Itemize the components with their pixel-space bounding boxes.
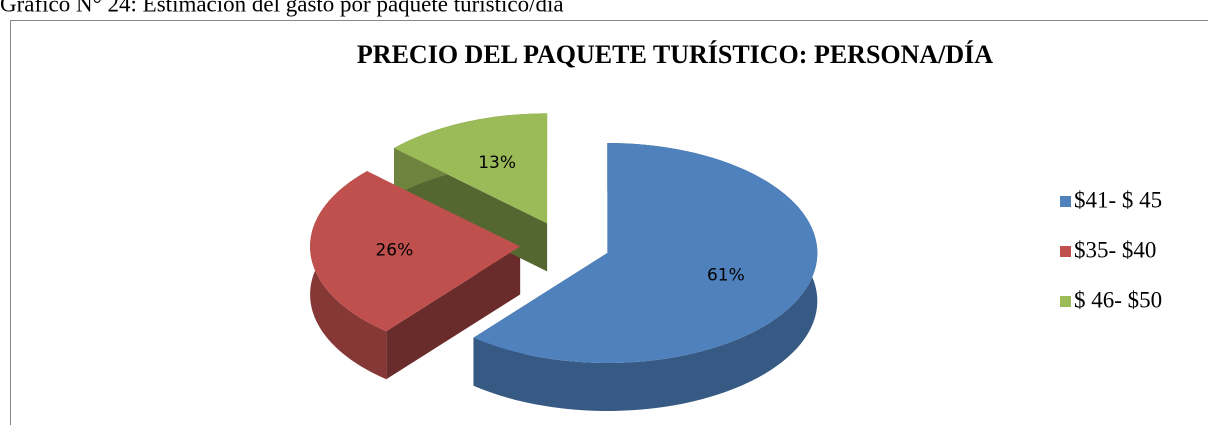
legend-swatch [1060,196,1071,207]
legend-swatch [1060,246,1071,257]
legend-label: $35- $40 [1074,237,1156,262]
caption: Gráfico N° 24: Estimación del gasto por … [0,0,564,16]
legend-swatch [1060,296,1071,307]
legend-label: $ 46- $50 [1074,287,1162,312]
slice [310,171,521,332]
data-label: 26% [375,241,413,261]
slice-tops: 61% 26% 13% [310,113,818,363]
slice [394,113,548,224]
data-label: 13% [478,153,516,173]
slice [473,142,818,363]
legend: $41- $ 45 $35- $40 $ 46- $50 [1060,187,1162,312]
chart-title: PRECIO DEL PAQUETE TURÍSTICO: PERSONA/DÍ… [357,40,993,69]
slice-side [386,246,521,380]
legend-label: $41- $ 45 [1074,187,1162,212]
data-label: 61% [707,265,745,285]
